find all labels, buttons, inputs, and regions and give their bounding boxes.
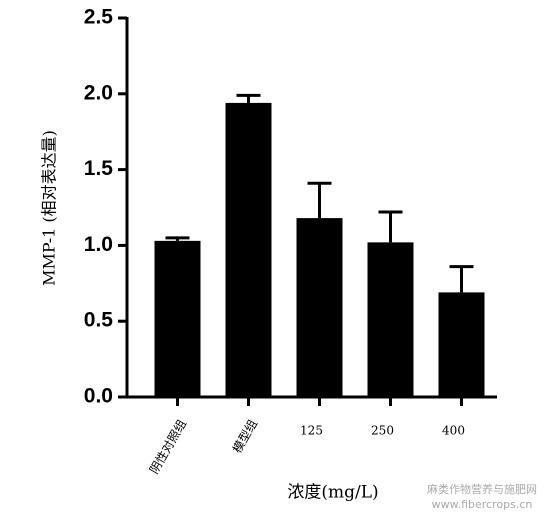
y-axis-label: MMP-1 (相对表达量) (40, 130, 59, 286)
watermark: 麻类作物营养与施肥网 (427, 482, 537, 496)
x-tick-label: 125 (300, 424, 323, 438)
y-tick-label: 2.5 (84, 6, 114, 29)
x-axis-label: 浓度(mg/L) (287, 483, 378, 503)
bar (367, 242, 414, 397)
y-tick-label: 0.5 (84, 309, 114, 332)
y-tick-label: 0.0 (84, 385, 113, 408)
bar (154, 240, 201, 397)
x-tick-label: 模型组 (230, 417, 260, 455)
x-tick-label: 400 (442, 424, 465, 438)
y-tick-label: 1.5 (84, 157, 114, 180)
y-tick-label: 2.0 (84, 81, 113, 104)
watermark: www.fibercrops.cn (432, 498, 533, 511)
x-tick-label: 250 (371, 424, 394, 438)
y-tick-label: 1.0 (84, 233, 113, 256)
bar (225, 102, 272, 398)
bar (296, 218, 343, 397)
x-tick-label: 阴性对照组 (147, 417, 189, 476)
bar (438, 292, 485, 397)
